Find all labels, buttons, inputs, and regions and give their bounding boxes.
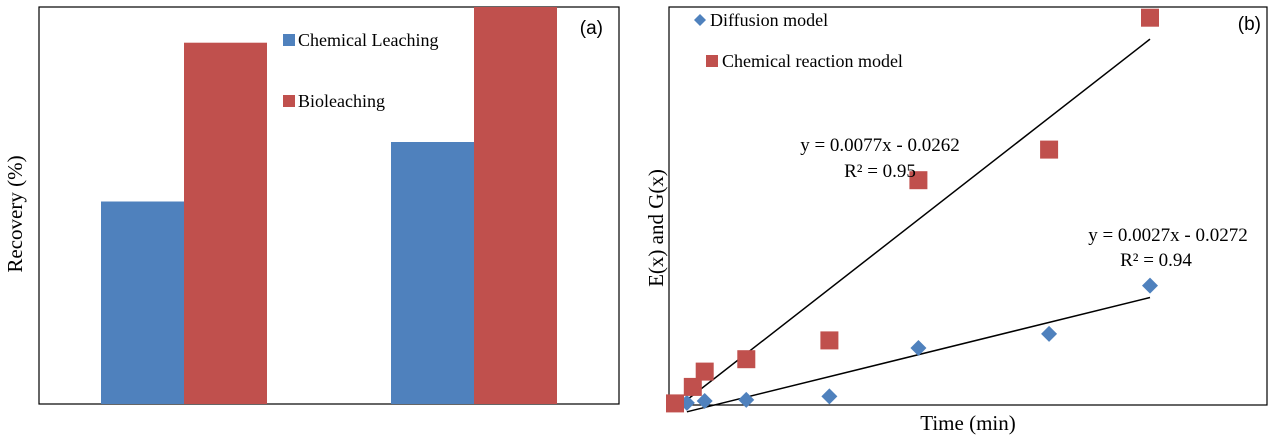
legend-swatch-chemical-leaching — [283, 34, 295, 46]
point-diffusion-model-7 — [1142, 277, 1158, 294]
y-axis-title-b: E(x) and G(x) — [644, 169, 668, 287]
x-axis-title-b: Time (min) — [920, 411, 1015, 435]
legend-label-bioleaching: Bioleaching — [298, 91, 385, 111]
panel-a-bar-chart: Recovery (%) (a) Chemical Leaching Biole… — [3, 6, 620, 405]
point-chemical-reaction-model-1 — [666, 394, 684, 413]
panel-label-b: (b) — [1238, 14, 1261, 35]
trendline-r2-diffusion: R² = 0.94 — [1120, 250, 1192, 271]
panel-label-a: (a) — [580, 18, 603, 39]
trendline-r2-chemical: R² = 0.95 — [844, 161, 916, 182]
trendline-equation-diffusion: y = 0.0027x - 0.0272 — [1088, 225, 1248, 246]
legend-a: Chemical Leaching Bioleaching — [283, 30, 438, 111]
points-group — [666, 8, 1159, 413]
point-chemical-reaction-model-7 — [1040, 140, 1059, 159]
point-chemical-reaction-model-6 — [909, 171, 928, 190]
point-chemical-reaction-model-3 — [695, 362, 714, 381]
point-diffusion-model-3 — [738, 391, 755, 408]
point-chemical-reaction-model-4 — [737, 350, 756, 369]
panel-b-scatter-chart: Time (min) E(x) and G(x) (b) Diffusion m… — [644, 6, 1268, 435]
y-axis-title-a: Recovery (%) — [3, 155, 27, 272]
panel-b-frame — [668, 6, 1268, 406]
trendline-chemical-reaction-model — [686, 38, 1151, 401]
legend-marker-diffusion-model — [694, 14, 706, 26]
bar-chemical-leaching-2 — [391, 142, 474, 404]
bar-bioleaching-2 — [474, 7, 557, 404]
legend-label-diffusion-model: Diffusion model — [710, 10, 828, 30]
bar-group — [101, 7, 557, 404]
point-diffusion-model-6 — [1041, 325, 1058, 342]
point-chemical-reaction-model-5 — [820, 331, 839, 350]
legend-swatch-bioleaching — [283, 95, 295, 107]
bar-bioleaching-1 — [184, 42, 267, 404]
point-diffusion-model-2 — [696, 393, 713, 410]
point-diffusion-model-5 — [910, 340, 927, 357]
legend-label-chemical-leaching: Chemical Leaching — [298, 30, 438, 50]
point-chemical-reaction-model-8 — [1141, 8, 1159, 27]
legend-label-chemical-reaction-model: Chemical reaction model — [722, 51, 903, 71]
point-diffusion-model-4 — [821, 388, 838, 405]
legend-b: Diffusion model Chemical reaction model — [694, 10, 903, 71]
bar-chemical-leaching-1 — [101, 201, 184, 404]
point-chemical-reaction-model-2 — [683, 377, 702, 396]
trendline-equation-chemical: y = 0.0077x - 0.0262 — [800, 135, 960, 156]
legend-marker-chemical-reaction-model — [706, 55, 718, 67]
